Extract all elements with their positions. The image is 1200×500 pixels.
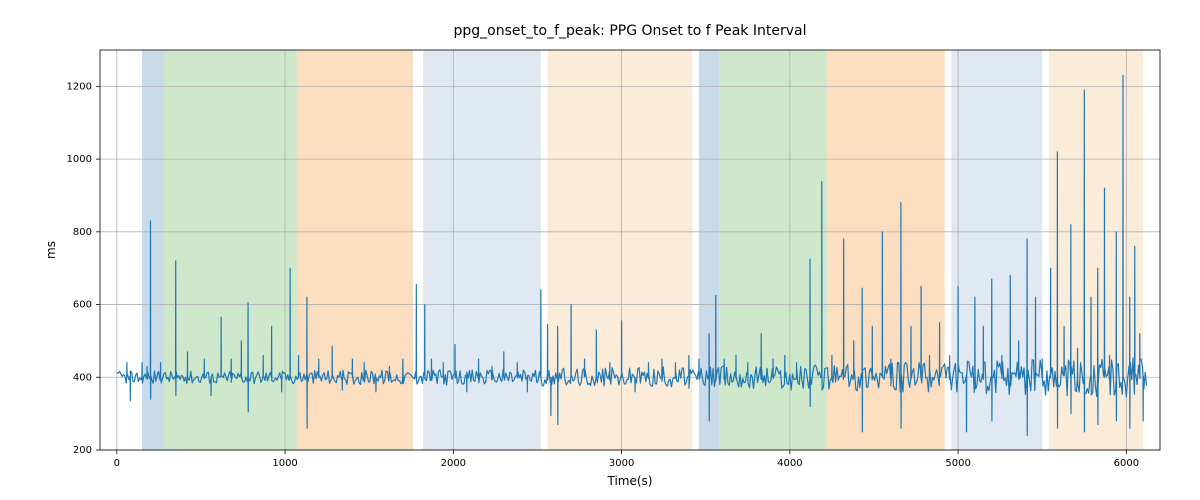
ytick-label: 1000 bbox=[67, 154, 92, 165]
line-chart: ppg_onset_to_f_peak: PPG Onset to f Peak… bbox=[0, 0, 1200, 500]
band-1 bbox=[164, 50, 297, 450]
chart-container: ppg_onset_to_f_peak: PPG Onset to f Peak… bbox=[0, 0, 1200, 500]
plot-area: 0 1000 2000 3000 4000 5000 6000 200 400 600 800 100… bbox=[67, 50, 1160, 469]
ytick-label: 800 bbox=[73, 227, 92, 238]
ytick-label: 400 bbox=[73, 372, 92, 383]
xtick-label: 1000 bbox=[272, 458, 297, 469]
band-3 bbox=[423, 50, 541, 450]
ytick-label: 600 bbox=[73, 300, 92, 311]
ytick-label: 200 bbox=[73, 445, 92, 456]
xtick-label: 0 bbox=[114, 458, 120, 469]
x-axis-label: Time(s) bbox=[607, 474, 653, 488]
chart-title: ppg_onset_to_f_peak: PPG Onset to f Peak… bbox=[454, 23, 807, 39]
xtick-label: 2000 bbox=[441, 458, 466, 469]
background-bands bbox=[142, 50, 1143, 450]
xtick-label: 6000 bbox=[1114, 458, 1139, 469]
y-axis-label: ms bbox=[44, 241, 58, 259]
band-7 bbox=[827, 50, 945, 450]
xtick-label: 3000 bbox=[609, 458, 634, 469]
band-0 bbox=[142, 50, 164, 450]
band-2 bbox=[297, 50, 413, 450]
band-4 bbox=[548, 50, 693, 450]
band-8 bbox=[951, 50, 1042, 450]
xtick-label: 4000 bbox=[777, 458, 802, 469]
xtick-label: 5000 bbox=[945, 458, 970, 469]
ytick-label: 1200 bbox=[67, 81, 92, 92]
